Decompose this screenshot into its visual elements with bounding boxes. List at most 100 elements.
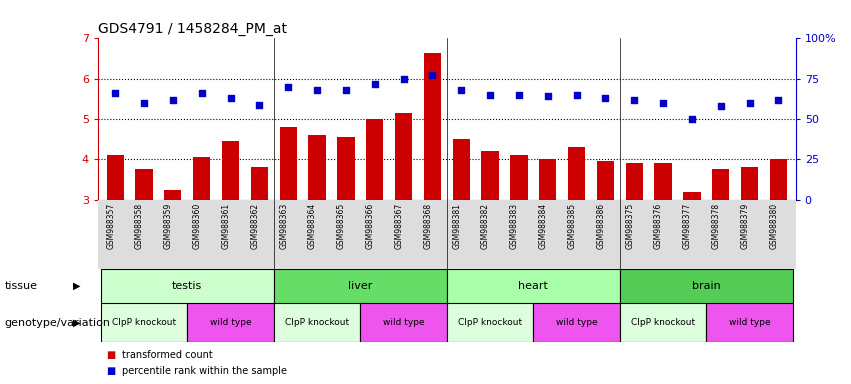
Text: tissue: tissue — [4, 281, 37, 291]
Bar — [534, 303, 620, 342]
Point — [108, 90, 122, 96]
Text: GSM988381: GSM988381 — [452, 203, 461, 249]
Text: testis: testis — [172, 281, 203, 291]
Text: genotype/variation: genotype/variation — [4, 318, 111, 328]
Bar — [712, 169, 729, 200]
Bar — [654, 164, 671, 200]
Text: wild type: wild type — [383, 318, 425, 327]
Text: ■: ■ — [106, 366, 116, 376]
Point — [137, 100, 151, 106]
Text: liver: liver — [348, 281, 373, 291]
Point — [656, 100, 670, 106]
Text: brain: brain — [692, 281, 721, 291]
Text: wild type: wild type — [209, 318, 251, 327]
Bar — [770, 159, 787, 200]
Text: ClpP knockout: ClpP knockout — [631, 318, 695, 327]
Text: GSM988363: GSM988363 — [279, 203, 288, 249]
Bar — [187, 303, 274, 342]
Text: GSM988358: GSM988358 — [135, 203, 144, 249]
Text: GDS4791 / 1458284_PM_at: GDS4791 / 1458284_PM_at — [98, 22, 287, 36]
Bar — [279, 127, 297, 200]
Text: GSM988361: GSM988361 — [221, 203, 231, 249]
Point — [743, 100, 757, 106]
Bar — [706, 303, 793, 342]
Point — [541, 93, 555, 99]
Text: GSM988377: GSM988377 — [683, 203, 692, 249]
Bar — [337, 137, 355, 200]
Text: GSM988386: GSM988386 — [597, 203, 605, 249]
Point — [166, 97, 180, 103]
Point — [339, 87, 352, 93]
Bar — [395, 113, 412, 200]
Bar — [620, 269, 793, 303]
Text: GSM988360: GSM988360 — [192, 203, 202, 249]
Bar — [164, 190, 181, 200]
Bar — [106, 156, 123, 200]
Bar — [308, 135, 326, 200]
Text: ▶: ▶ — [73, 318, 80, 328]
Point — [311, 87, 324, 93]
Text: GSM988382: GSM988382 — [481, 203, 490, 249]
Point — [483, 92, 497, 98]
Bar — [620, 303, 706, 342]
Point — [772, 97, 785, 103]
Bar — [193, 157, 210, 200]
Text: GSM988362: GSM988362 — [250, 203, 260, 249]
Point — [195, 90, 208, 96]
Bar — [274, 303, 360, 342]
Text: wild type: wild type — [556, 318, 597, 327]
Bar — [447, 303, 534, 342]
Bar — [251, 167, 268, 200]
Text: GSM988375: GSM988375 — [625, 203, 634, 249]
Point — [397, 76, 410, 82]
Bar — [135, 169, 152, 200]
Bar — [741, 167, 758, 200]
Bar — [568, 147, 585, 200]
Text: GSM988368: GSM988368 — [423, 203, 432, 249]
Point — [368, 81, 381, 87]
Text: ClpP knockout: ClpP knockout — [285, 318, 349, 327]
Text: GSM988384: GSM988384 — [539, 203, 548, 249]
Text: wild type: wild type — [728, 318, 770, 327]
Bar — [683, 192, 700, 200]
Text: GSM988383: GSM988383 — [510, 203, 519, 249]
Point — [569, 92, 583, 98]
Point — [685, 116, 699, 122]
Point — [282, 84, 295, 90]
Text: ▶: ▶ — [73, 281, 80, 291]
Bar — [360, 303, 447, 342]
Text: transformed count: transformed count — [122, 350, 213, 360]
Bar — [597, 161, 614, 200]
Text: GSM988380: GSM988380 — [769, 203, 779, 249]
Point — [253, 101, 266, 108]
Point — [426, 73, 439, 79]
Bar — [424, 53, 441, 200]
Point — [598, 95, 612, 101]
Bar — [222, 141, 239, 200]
Text: GSM988378: GSM988378 — [711, 203, 721, 249]
Text: heart: heart — [518, 281, 548, 291]
Bar — [447, 269, 620, 303]
Bar — [482, 151, 499, 200]
Text: ClpP knockout: ClpP knockout — [458, 318, 523, 327]
Text: GSM988376: GSM988376 — [654, 203, 663, 249]
Text: percentile rank within the sample: percentile rank within the sample — [122, 366, 287, 376]
Point — [454, 87, 468, 93]
Bar — [366, 119, 383, 200]
Text: GSM988357: GSM988357 — [106, 203, 115, 249]
Bar — [625, 164, 643, 200]
Text: GSM988367: GSM988367 — [395, 203, 403, 249]
Text: GSM988366: GSM988366 — [366, 203, 374, 249]
Text: GSM988359: GSM988359 — [164, 203, 173, 249]
Bar — [274, 269, 447, 303]
Text: GSM988365: GSM988365 — [337, 203, 346, 249]
Point — [512, 92, 526, 98]
Text: GSM988364: GSM988364 — [308, 203, 317, 249]
Bar — [511, 156, 528, 200]
Text: ■: ■ — [106, 350, 116, 360]
Point — [627, 97, 641, 103]
Bar — [453, 139, 470, 200]
Bar — [100, 269, 274, 303]
Bar — [539, 159, 557, 200]
Text: GSM988379: GSM988379 — [740, 203, 750, 249]
